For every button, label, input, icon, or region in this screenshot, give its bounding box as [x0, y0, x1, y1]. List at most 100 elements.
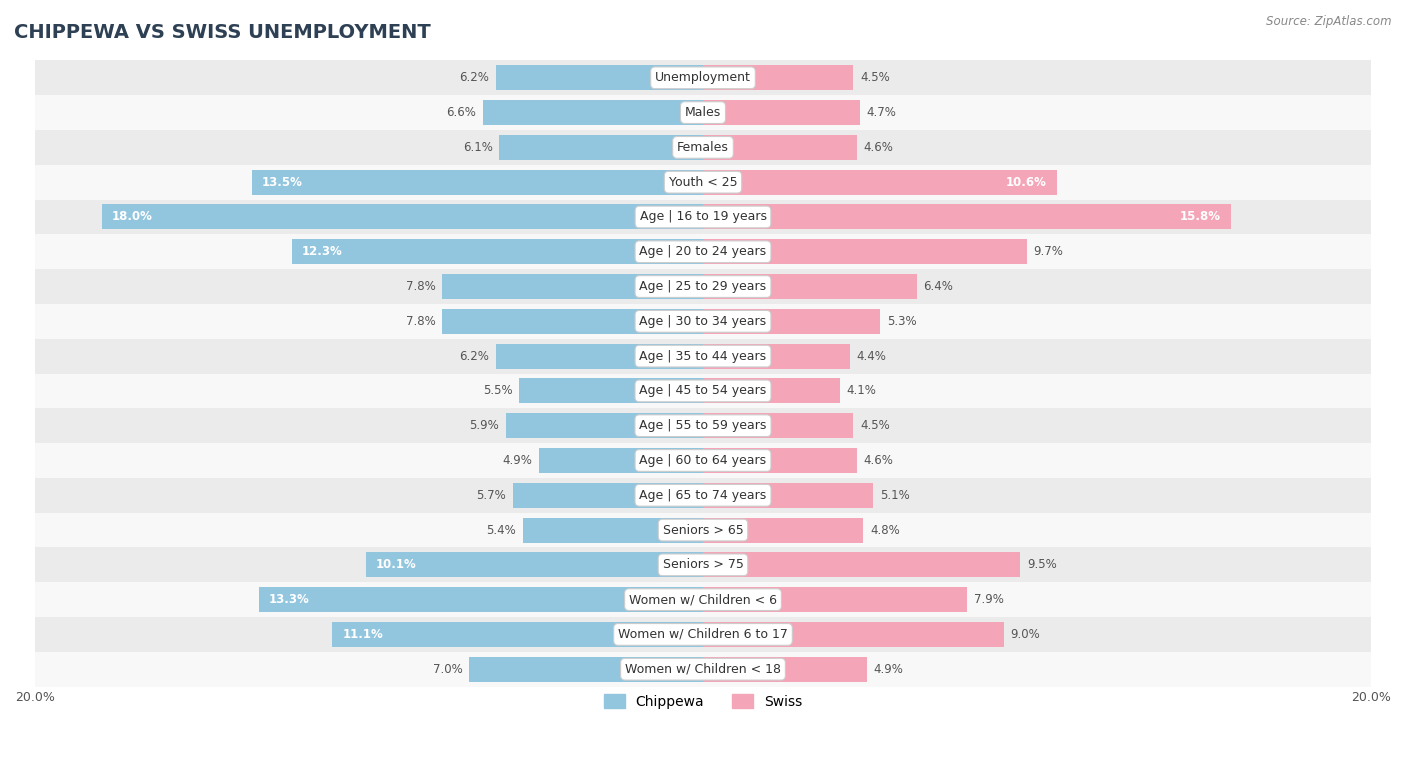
Text: 4.6%: 4.6% [863, 454, 893, 467]
Text: Age | 60 to 64 years: Age | 60 to 64 years [640, 454, 766, 467]
Text: 7.8%: 7.8% [406, 280, 436, 293]
Text: 6.2%: 6.2% [460, 71, 489, 84]
Bar [523, 518, 703, 543]
Bar [703, 448, 856, 473]
Text: Age | 35 to 44 years: Age | 35 to 44 years [640, 350, 766, 363]
Bar [703, 553, 1021, 578]
Text: 4.1%: 4.1% [846, 385, 876, 397]
Bar [35, 304, 1371, 338]
Text: 12.3%: 12.3% [302, 245, 343, 258]
Bar [703, 413, 853, 438]
Bar [35, 512, 1371, 547]
Text: 5.7%: 5.7% [477, 489, 506, 502]
Text: Age | 25 to 29 years: Age | 25 to 29 years [640, 280, 766, 293]
Bar [496, 344, 703, 369]
Text: Women w/ Children < 6: Women w/ Children < 6 [628, 593, 778, 606]
Text: 13.5%: 13.5% [262, 176, 302, 188]
Bar [252, 170, 703, 195]
Bar [35, 165, 1371, 200]
Bar [292, 239, 703, 264]
Text: 7.8%: 7.8% [406, 315, 436, 328]
Bar [35, 443, 1371, 478]
Legend: Chippewa, Swiss: Chippewa, Swiss [598, 688, 808, 714]
Text: Women w/ Children < 18: Women w/ Children < 18 [626, 662, 780, 676]
Text: Women w/ Children 6 to 17: Women w/ Children 6 to 17 [619, 628, 787, 641]
Bar [101, 204, 703, 229]
Text: 4.9%: 4.9% [873, 662, 903, 676]
Bar [259, 587, 703, 612]
Text: 4.5%: 4.5% [860, 71, 890, 84]
Text: Youth < 25: Youth < 25 [669, 176, 737, 188]
Bar [506, 413, 703, 438]
Text: 5.4%: 5.4% [486, 524, 516, 537]
Text: Age | 16 to 19 years: Age | 16 to 19 years [640, 210, 766, 223]
Text: Unemployment: Unemployment [655, 71, 751, 84]
Text: Seniors > 75: Seniors > 75 [662, 559, 744, 572]
Text: 6.1%: 6.1% [463, 141, 492, 154]
Bar [703, 483, 873, 508]
Text: 7.0%: 7.0% [433, 662, 463, 676]
Bar [366, 553, 703, 578]
Text: 15.8%: 15.8% [1180, 210, 1220, 223]
Text: Males: Males [685, 106, 721, 119]
Text: 9.7%: 9.7% [1033, 245, 1063, 258]
Text: Age | 65 to 74 years: Age | 65 to 74 years [640, 489, 766, 502]
Text: Age | 55 to 59 years: Age | 55 to 59 years [640, 419, 766, 432]
Bar [703, 309, 880, 334]
Bar [35, 547, 1371, 582]
Bar [703, 239, 1026, 264]
Bar [35, 200, 1371, 235]
Bar [703, 65, 853, 90]
Text: 13.3%: 13.3% [269, 593, 309, 606]
Text: 4.6%: 4.6% [863, 141, 893, 154]
Bar [482, 100, 703, 125]
Bar [443, 309, 703, 334]
Text: 9.0%: 9.0% [1011, 628, 1040, 641]
Bar [703, 656, 866, 682]
Bar [499, 135, 703, 160]
Bar [703, 587, 967, 612]
Text: 11.1%: 11.1% [342, 628, 382, 641]
Bar [332, 622, 703, 647]
Text: 4.5%: 4.5% [860, 419, 890, 432]
Text: 7.9%: 7.9% [973, 593, 1004, 606]
Bar [35, 408, 1371, 443]
Text: 5.9%: 5.9% [470, 419, 499, 432]
Bar [470, 656, 703, 682]
Bar [519, 378, 703, 403]
Text: Source: ZipAtlas.com: Source: ZipAtlas.com [1267, 15, 1392, 28]
Bar [35, 478, 1371, 512]
Bar [35, 582, 1371, 617]
Bar [496, 65, 703, 90]
Text: Seniors > 65: Seniors > 65 [662, 524, 744, 537]
Text: 6.2%: 6.2% [460, 350, 489, 363]
Text: Age | 45 to 54 years: Age | 45 to 54 years [640, 385, 766, 397]
Bar [703, 135, 856, 160]
Bar [35, 61, 1371, 95]
Text: Age | 20 to 24 years: Age | 20 to 24 years [640, 245, 766, 258]
Bar [35, 338, 1371, 373]
Bar [35, 235, 1371, 269]
Text: 4.4%: 4.4% [856, 350, 887, 363]
Bar [540, 448, 703, 473]
Text: Females: Females [678, 141, 728, 154]
Bar [703, 378, 839, 403]
Text: 4.9%: 4.9% [503, 454, 533, 467]
Text: 9.5%: 9.5% [1026, 559, 1057, 572]
Text: Age | 30 to 34 years: Age | 30 to 34 years [640, 315, 766, 328]
Bar [35, 617, 1371, 652]
Bar [703, 170, 1057, 195]
Bar [513, 483, 703, 508]
Bar [35, 130, 1371, 165]
Bar [703, 204, 1230, 229]
Bar [703, 274, 917, 299]
Bar [703, 518, 863, 543]
Text: CHIPPEWA VS SWISS UNEMPLOYMENT: CHIPPEWA VS SWISS UNEMPLOYMENT [14, 23, 430, 42]
Bar [443, 274, 703, 299]
Bar [703, 100, 860, 125]
Bar [35, 652, 1371, 687]
Bar [35, 373, 1371, 408]
Text: 5.5%: 5.5% [484, 385, 513, 397]
Text: 4.8%: 4.8% [870, 524, 900, 537]
Text: 4.7%: 4.7% [866, 106, 897, 119]
